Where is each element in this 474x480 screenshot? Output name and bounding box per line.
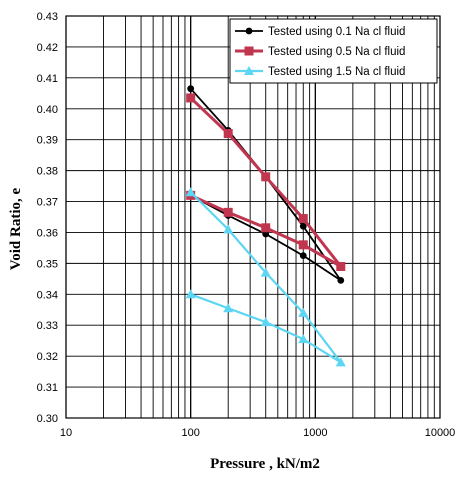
- legend-item: Tested using 0.1 Na cl fluid: [235, 26, 405, 38]
- data-point: [223, 129, 233, 139]
- legend-item: Tested using 1.5 Na cl fluid: [235, 66, 405, 78]
- legend-label: Tested using 0.1 Na cl fluid: [268, 26, 405, 38]
- legend-marker: [245, 27, 253, 35]
- y-tick-label: 0.31: [37, 382, 58, 394]
- y-tick-label: 0.34: [37, 289, 58, 301]
- y-tick-label: 0.42: [37, 42, 58, 54]
- data-point: [223, 207, 233, 217]
- data-point: [185, 289, 196, 299]
- y-axis-title: Void Ratio, e: [8, 187, 24, 270]
- data-point: [298, 307, 309, 317]
- data-point: [223, 303, 234, 313]
- data-point: [298, 334, 309, 344]
- data-point: [299, 252, 307, 260]
- plot-border: [65, 15, 441, 419]
- y-tick-label: 0.43: [37, 11, 58, 23]
- data-point: [223, 224, 234, 234]
- tick-labels: 10 100 1000 10000 0.30 0.31 0.32 0.33 0.34 0.35 0.…: [37, 11, 456, 439]
- legend-marker: [244, 46, 254, 56]
- y-tick-label: 0.30: [37, 413, 58, 425]
- y-tick-label: 0.39: [37, 135, 58, 147]
- data-point: [186, 93, 196, 103]
- data-point: [260, 317, 271, 327]
- data-point: [261, 172, 271, 182]
- y-tick-label: 0.37: [37, 197, 58, 209]
- y-tick-label: 0.33: [37, 320, 58, 332]
- x-tick-label: 10: [60, 427, 72, 439]
- data-point: [299, 222, 307, 230]
- data-point: [337, 276, 345, 284]
- legend-label: Tested using 0.5 Na cl fluid: [268, 46, 405, 58]
- data-point: [261, 223, 271, 233]
- y-tick-label: 0.41: [37, 73, 58, 85]
- x-tick-label: 1000: [303, 427, 327, 439]
- x-tick-label: 10000: [425, 427, 456, 439]
- data-point: [335, 357, 346, 367]
- y-tick-label: 0.32: [37, 351, 58, 363]
- series-layer: [185, 85, 346, 367]
- data-point: [185, 187, 196, 197]
- y-tick-label: 0.36: [37, 227, 58, 239]
- data-point: [298, 214, 308, 224]
- data-point: [336, 261, 346, 271]
- legend-box: [229, 18, 438, 84]
- legend-item: Tested using 0.5 Na cl fluid: [235, 46, 405, 58]
- data-point: [187, 85, 195, 93]
- data-point: [298, 240, 308, 250]
- grid: [65, 15, 441, 419]
- y-tick-label: 0.40: [37, 104, 58, 116]
- series-3: [185, 187, 346, 367]
- legend: Tested using 0.1 Na cl fluid Tested using…: [229, 18, 438, 84]
- x-axis-title: Pressure , kN/m2: [210, 456, 320, 472]
- legend-marker: [244, 66, 254, 75]
- data-point: [260, 267, 271, 277]
- x-tick-label: 100: [181, 427, 199, 439]
- legend-label: Tested using 1.5 Na cl fluid: [268, 66, 405, 78]
- y-tick-label: 0.38: [37, 166, 58, 178]
- y-tick-label: 0.35: [37, 258, 58, 270]
